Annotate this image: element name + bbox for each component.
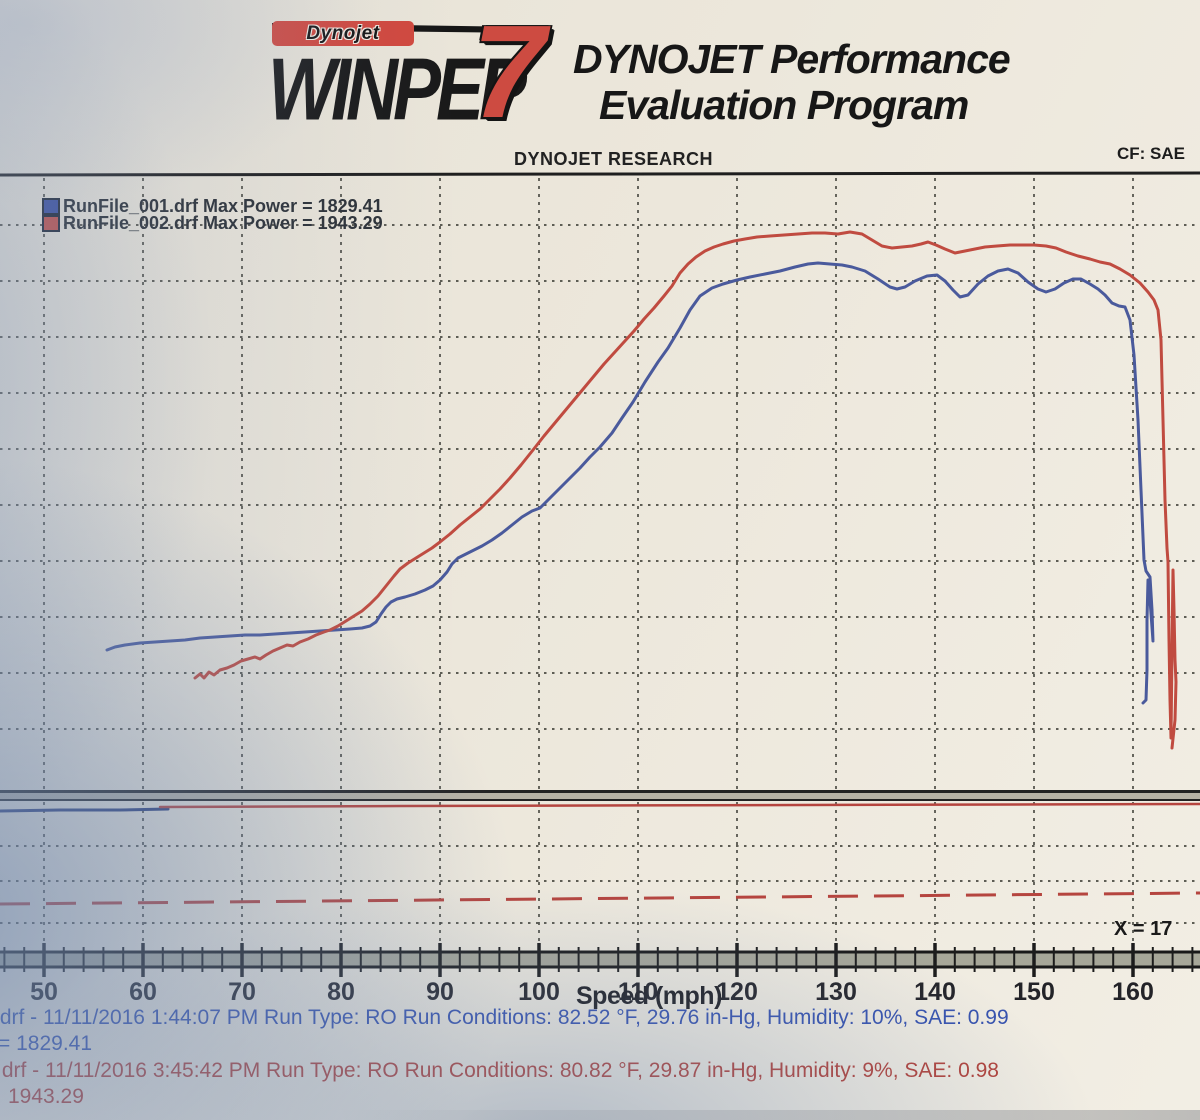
dynojet-research-label: DYNOJET RESEARCH [514, 149, 714, 169]
run1-max-power: = 1829.41 [0, 1032, 93, 1055]
program-title-line2: Evaluation Program [599, 82, 969, 128]
run1-power-curve [105, 261, 1155, 705]
winpep-7-numeral: 7 [472, 0, 546, 145]
correction-factor-label: CF: SAE [1117, 144, 1185, 163]
x-tick-label: 100 [518, 978, 560, 1006]
x-tick-label: 80 [327, 978, 355, 1006]
cursor-x-readout: X = 17 [1114, 918, 1173, 940]
run2-max-power: 1943.29 [8, 1085, 84, 1108]
run2-info-line: .drf - 11/11/2016 3:45:42 PM Run Type: R… [0, 1059, 999, 1082]
run1-color-swatch-icon [42, 198, 60, 215]
x-tick-label: 160 [1112, 978, 1154, 1006]
dynojet-logo-badge: Dynojet [272, 21, 414, 46]
run2-color-swatch-icon [42, 215, 60, 232]
run2-power-curve [193, 230, 1178, 750]
program-title-line1: DYNOJET Performance [573, 36, 1011, 82]
x-tick-label: 90 [426, 978, 454, 1006]
x-tick-label: 140 [914, 978, 956, 1006]
legend: RunFile_001.drf Max Power = 1829.41 RunF… [42, 196, 383, 233]
x-tick-label: 50 [30, 978, 58, 1006]
legend-label-run2: RunFile_002.drf Max Power = 1943.29 [63, 213, 383, 233]
legend-row-run2: RunFile_002.drf Max Power = 1943.29 [42, 213, 383, 233]
x-tick-label: 130 [815, 978, 857, 1006]
run1-info-line: .drf - 11/11/2016 1:44:07 PM Run Type: R… [0, 1006, 1009, 1029]
x-tick-label: 70 [228, 978, 256, 1006]
x-tick-label: 120 [716, 978, 758, 1006]
x-tick-label: 60 [129, 978, 157, 1006]
dynojet-logo-text: Dynojet [306, 22, 380, 44]
x-tick-label: 150 [1013, 978, 1055, 1006]
